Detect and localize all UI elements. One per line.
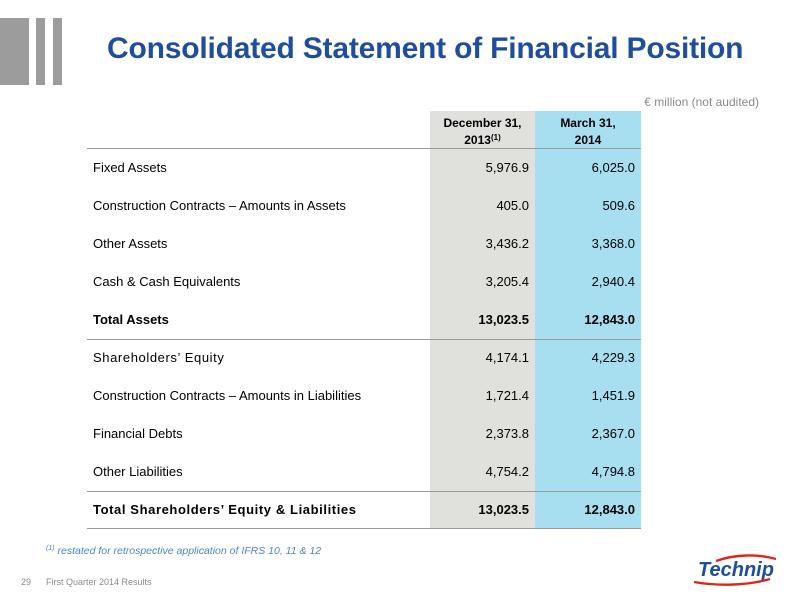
- decorative-bar: [53, 18, 62, 85]
- value-2014: 4,794.8: [591, 464, 635, 479]
- value-2013: 2,373.8: [485, 426, 529, 441]
- decorative-bar: [0, 18, 29, 85]
- value-2013: 13,023.5: [478, 502, 529, 517]
- column-header-2013: December 31, 2013(1): [430, 111, 535, 148]
- footnote-text: restated for retrospective application o…: [54, 545, 322, 557]
- logo-wordmark: Technip: [698, 559, 774, 581]
- row-label: Construction Contracts – Amounts in Liab…: [93, 388, 362, 403]
- value-2014: 2,367.0: [591, 426, 635, 441]
- row-label: Other Assets: [93, 236, 168, 251]
- row-label: Other Liabilities: [93, 464, 183, 479]
- row-label: Cash & Cash Equivalents: [93, 274, 241, 289]
- slide-title: Consolidated Statement of Financial Posi…: [107, 32, 744, 65]
- table-divider: [87, 528, 641, 529]
- column-header-2014: March 31, 2014: [535, 111, 641, 148]
- table-divider: [87, 148, 641, 149]
- row-label: Total Shareholders’ Equity & Liabilities: [93, 502, 357, 517]
- value-2014: 12,843.0: [584, 312, 635, 327]
- footnote-marker: (1): [490, 133, 501, 142]
- page-number: 29: [21, 577, 32, 587]
- row-label: Shareholders’ Equity: [93, 350, 225, 365]
- row-label: Total Assets: [93, 312, 169, 327]
- footnote-marker: (1): [46, 545, 55, 552]
- column-2013-background: [430, 111, 535, 529]
- table-row: Shareholders’ Equity 4,174.1 4,229.3: [87, 339, 641, 377]
- value-2013: 4,754.2: [485, 464, 529, 479]
- value-2013: 5,976.9: [485, 160, 529, 175]
- table-row: Financial Debts 2,373.8 2,367.0: [87, 415, 641, 453]
- row-label: Construction Contracts – Amounts in Asse…: [93, 198, 346, 213]
- value-2014: 6,025.0: [591, 160, 635, 175]
- table-row: Cash & Cash Equivalents 3,205.4 2,940.4: [87, 263, 641, 301]
- table-row: Other Liabilities 4,754.2 4,794.8: [87, 453, 641, 491]
- logo-swoosh-top: [715, 554, 777, 563]
- table-row: Fixed Assets 5,976.9 6,025.0: [87, 149, 641, 187]
- column-header-year: 2014: [574, 133, 602, 147]
- total-row: Total Assets 13,023.5 12,843.0: [87, 301, 641, 339]
- logo-swoosh-bottom: [693, 577, 771, 586]
- table-divider: [87, 339, 641, 340]
- value-2013: 1,721.4: [485, 388, 529, 403]
- column-2014-background: [535, 111, 641, 529]
- footnote: (1) restated for retrospective applicati…: [46, 545, 321, 557]
- value-2013: 3,205.4: [485, 274, 529, 289]
- column-header-date: December 31,: [443, 116, 522, 130]
- value-2013: 405.0: [496, 198, 529, 213]
- value-2013: 4,174.1: [485, 350, 529, 365]
- value-2013: 13,023.5: [478, 312, 529, 327]
- total-row: Total Shareholders’ Equity & Liabilities…: [87, 491, 641, 529]
- decorative-bar: [36, 18, 45, 85]
- value-2014: 4,229.3: [591, 350, 635, 365]
- value-2014: 2,940.4: [591, 274, 635, 289]
- column-header-date: March 31,: [560, 116, 616, 130]
- value-2014: 3,368.0: [591, 236, 635, 251]
- table-row: Construction Contracts – Amounts in Liab…: [87, 377, 641, 415]
- table-row: Other Assets 3,436.2 3,368.0: [87, 225, 641, 263]
- table-row: Construction Contracts – Amounts in Asse…: [87, 187, 641, 225]
- row-label: Fixed Assets: [93, 160, 167, 175]
- row-label: Financial Debts: [93, 426, 183, 441]
- unit-note: € million (not audited): [644, 95, 759, 109]
- footer-text: First Quarter 2014 Results: [46, 577, 152, 587]
- table-divider: [87, 491, 641, 492]
- column-header-year: 2013(1): [464, 133, 501, 147]
- value-2014: 509.6: [602, 198, 635, 213]
- value-2014: 12,843.0: [584, 502, 635, 517]
- technip-logo: Technip: [693, 554, 777, 586]
- value-2013: 3,436.2: [485, 236, 529, 251]
- value-2014: 1,451.9: [591, 388, 635, 403]
